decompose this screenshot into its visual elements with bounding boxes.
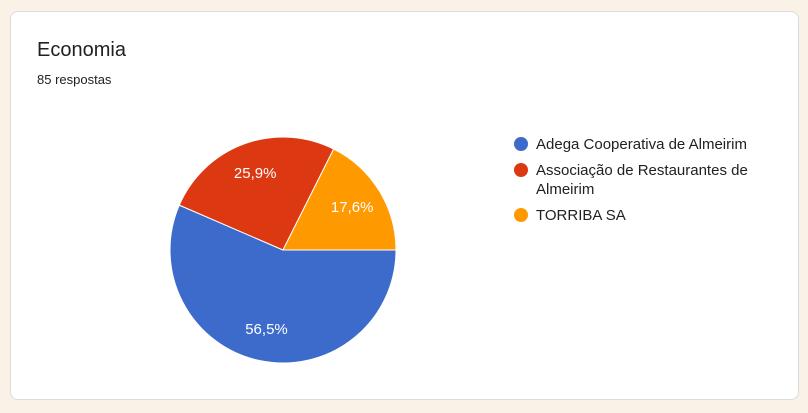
question-summary-card: Economia 85 respostas 56,5% 25,9% 17,6% Ad… (10, 11, 799, 400)
legend-item: Adega Cooperativa de Almeirim (514, 135, 789, 154)
legend-label: TORRIBA SA (536, 207, 626, 224)
legend-dot-icon (514, 137, 528, 151)
pie-slice-label: 56,5% (245, 321, 288, 338)
question-title: Economia (37, 39, 126, 61)
legend-item: Associação de Restaurantes de Almeirim (514, 161, 789, 199)
legend-label: Adega Cooperativa de Almeirim (536, 136, 747, 153)
response-count: 85 respostas (37, 72, 112, 87)
pie-chart[interactable]: 56,5% 25,9% 17,6% (163, 130, 403, 370)
legend-dot-icon (514, 163, 528, 177)
pie-slice-2[interactable] (282, 148, 397, 251)
legend-label: Associação de Restaurantes de Almeirim (536, 162, 748, 198)
legend-dot-icon (514, 208, 528, 222)
chart-legend: Adega Cooperativa de Almeirim Associação… (514, 135, 789, 232)
pie-slice-label: 17,6% (331, 199, 374, 216)
pie-slice-1[interactable] (178, 136, 335, 251)
pie-slice-label: 25,9% (234, 165, 277, 182)
pie-slice-0[interactable] (169, 204, 397, 364)
legend-item: TORRIBA SA (514, 206, 789, 225)
